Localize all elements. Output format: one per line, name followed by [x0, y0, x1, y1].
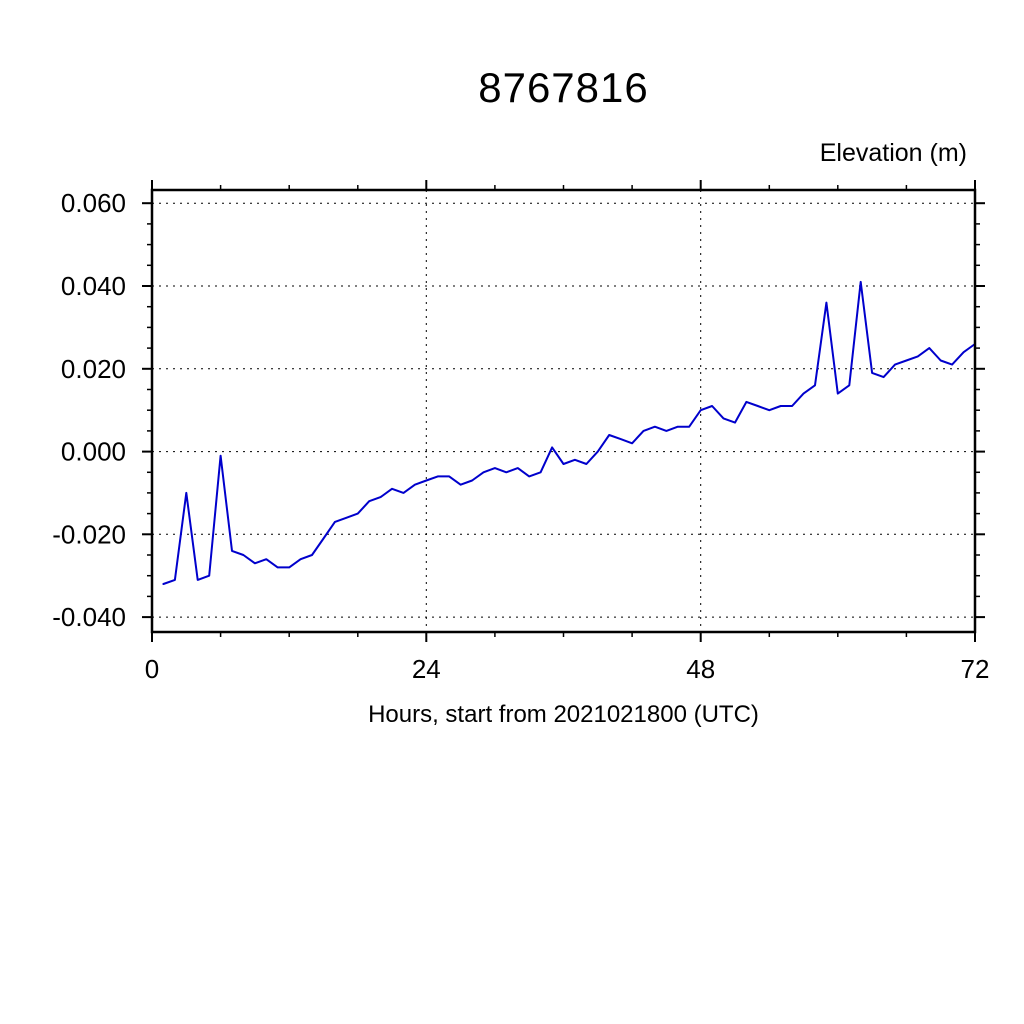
- y-tick-label: -0.040: [52, 602, 126, 632]
- y-tick-label: 0.060: [61, 188, 126, 218]
- x-tick-label: 24: [412, 654, 441, 684]
- x-tick-label: 0: [145, 654, 159, 684]
- x-tick-label: 48: [686, 654, 715, 684]
- y-tick-label: 0.020: [61, 354, 126, 384]
- y-tick-label: -0.020: [52, 519, 126, 549]
- elevation-series-line: [162, 280, 976, 585]
- x-axis-label: Hours, start from 2021021800 (UTC): [368, 701, 759, 728]
- plot-frame: [150, 188, 977, 634]
- chart-title-station-id: 8767816: [478, 64, 649, 111]
- y-tick-label: 0.000: [61, 437, 126, 467]
- x-tick-label: 72: [961, 654, 990, 684]
- y-axis-label: Elevation (m): [819, 139, 967, 167]
- y-tick-label: 0.040: [61, 271, 126, 301]
